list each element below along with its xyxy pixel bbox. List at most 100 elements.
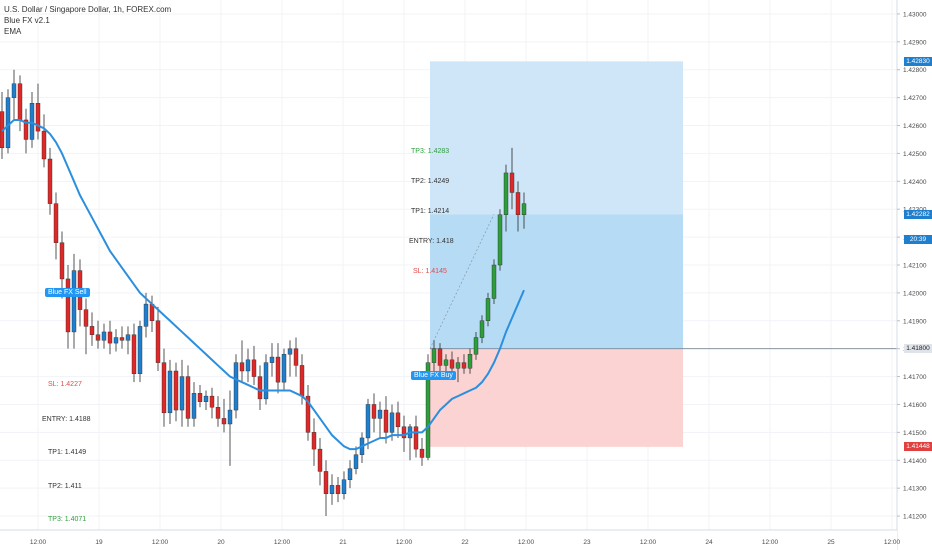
candle-body [263, 362, 269, 400]
candle [437, 343, 443, 371]
candle-body [227, 409, 233, 425]
price-tick-label: 1.41600 [903, 402, 927, 409]
time-tick-label: 21 [339, 539, 347, 546]
candle-body [221, 418, 227, 425]
candle-body [89, 326, 95, 335]
candle-body [173, 370, 179, 411]
candle-body [287, 348, 293, 355]
candle [185, 365, 191, 427]
candle-body [125, 334, 131, 341]
price-tick-label: 1.41500 [903, 430, 927, 437]
candle [215, 396, 221, 427]
price-tick-label: 1.42500 [903, 151, 927, 158]
candle [467, 348, 473, 374]
buy-signal-label: Blue FX Buy [411, 371, 456, 380]
price-tick-label: 1.43000 [903, 11, 927, 18]
candle [479, 315, 485, 344]
candle [71, 253, 77, 349]
price-tick-label: 1.41700 [903, 374, 927, 381]
price-tag: 1.42830 [904, 56, 932, 66]
candle [449, 351, 455, 374]
symbol-title[interactable]: U.S. Dollar / Singapore Dollar, 1h, FORE… [4, 5, 172, 14]
time-axis-bg [0, 530, 897, 550]
buy-tp2-label: TP2: 1.4249 [411, 178, 450, 185]
time-tick-label: 20 [217, 539, 225, 546]
price-axis[interactable]: 1.43000 1.42900 1.42800 1.42700 1.42600 1.425… [896, 0, 932, 550]
candle-body [335, 485, 341, 494]
ema-series [1, 118, 525, 451]
price-tick-label: 1.42600 [903, 123, 927, 130]
candle-body [11, 83, 17, 98]
candle [461, 354, 467, 374]
buy-entry-label: ENTRY: 1.418 [409, 238, 454, 245]
sell-entry-label: ENTRY: 1.4188 [42, 416, 91, 423]
indicator-blue-fx[interactable]: Blue FX v2.1 [4, 16, 50, 25]
candle [485, 292, 491, 327]
candle-body [269, 356, 275, 363]
candle-body [419, 448, 425, 458]
candle-body [353, 454, 359, 469]
candle [341, 471, 347, 500]
candle [269, 343, 275, 377]
candle [5, 89, 11, 154]
candle-body [365, 404, 371, 439]
candle [149, 295, 155, 332]
candle [281, 348, 287, 391]
candle [143, 292, 149, 338]
candle [65, 265, 71, 349]
time-tick-label: 12:00 [640, 539, 657, 546]
time-tick-label: 12:00 [152, 539, 169, 546]
candle-body [215, 407, 221, 419]
price-tag: 1.41800 [904, 344, 932, 354]
candle [47, 147, 53, 215]
candle [257, 365, 263, 411]
time-axis[interactable]: 12:00 19 12:00 20 12:00 21 12:00 22 12:00 23 12:00… [0, 529, 901, 550]
candle-body [137, 326, 143, 374]
candle-body [29, 103, 35, 140]
candle [227, 390, 233, 466]
candle [167, 359, 173, 424]
candle [119, 326, 125, 349]
candle [107, 320, 113, 355]
candle [173, 362, 179, 422]
candle-body [47, 158, 53, 204]
candle [41, 114, 47, 168]
candle [137, 320, 143, 383]
candle [473, 331, 479, 360]
candle [203, 390, 209, 411]
candle [197, 384, 203, 408]
time-tick-label: 12:00 [274, 539, 291, 546]
candle [377, 401, 383, 438]
candle-body [233, 362, 239, 411]
candle-body [35, 103, 41, 132]
price-tag: 20:39 [904, 235, 932, 245]
candle [509, 147, 515, 210]
candle-body [179, 376, 185, 411]
candle [83, 298, 89, 355]
buy-tp3-label: TP3: 1.4283 [411, 148, 450, 155]
chart-legend: U.S. Dollar / Singapore Dollar, 1h, FORE… [4, 4, 171, 37]
candle-body [5, 97, 11, 149]
indicator-ema[interactable]: EMA [4, 27, 22, 36]
time-tick-label: 12:00 [30, 539, 47, 546]
time-tick-label: 24 [705, 539, 713, 546]
candle-body [65, 278, 71, 333]
time-tick-label: 12:00 [884, 539, 901, 546]
candle-body [431, 348, 437, 363]
sell-sl-label: SL: 1.4227 [48, 381, 82, 388]
candle [35, 83, 41, 140]
candle-body [203, 395, 209, 402]
candle-body [107, 331, 113, 344]
candle [521, 192, 527, 229]
candle [497, 209, 503, 271]
candle [89, 312, 95, 346]
time-tick-label: 12:00 [518, 539, 535, 546]
candle [59, 231, 65, 299]
candle [0, 92, 5, 159]
candle-body [245, 359, 251, 372]
candle-body [395, 412, 401, 427]
candle-body [329, 485, 335, 494]
candle-body [317, 448, 323, 472]
candle-body [503, 172, 509, 215]
